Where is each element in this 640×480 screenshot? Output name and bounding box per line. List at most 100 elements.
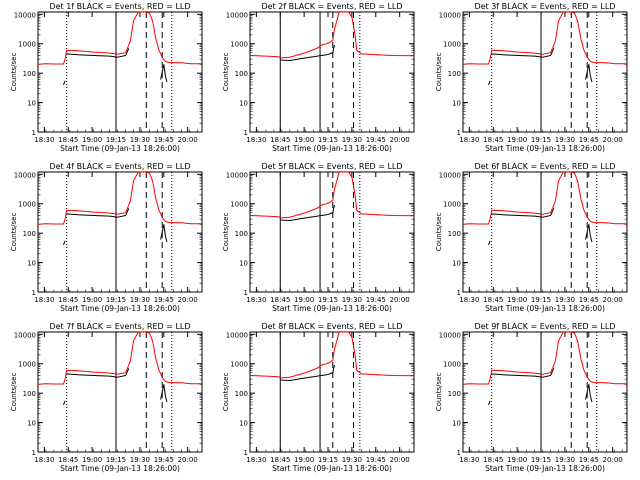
x-axis-label: Start Time (09-Jan-13 18:26:00) <box>272 144 392 153</box>
x-tick-label: 18:45 <box>58 456 78 464</box>
plot-frame <box>249 331 415 453</box>
x-tick-label: 19:30 <box>555 296 575 304</box>
x-tick-label: 19:45 <box>154 296 174 304</box>
detector-panel: Det 3f BLACK = Events, RED = LLD 1 10 100 10… <box>435 2 628 153</box>
events-series-line <box>280 204 335 222</box>
lld-series-line <box>250 332 414 379</box>
x-tick-label: 18:45 <box>483 456 503 464</box>
lld-series-line <box>463 12 627 65</box>
x-tick-label: 19:45 <box>366 136 386 144</box>
events-series-line <box>491 208 555 218</box>
x-tick-label: 19:15 <box>318 456 338 464</box>
x-tick-label: 20:00 <box>178 136 198 144</box>
x-tick-label: 19:15 <box>318 296 338 304</box>
events-series-line <box>160 384 168 403</box>
x-tick-label: 19:00 <box>294 136 314 144</box>
plot-frame <box>37 171 203 293</box>
events-series-line <box>585 64 593 83</box>
x-axis-label: Start Time (09-Jan-13 18:26:00) <box>485 304 605 313</box>
events-series-line <box>160 224 168 243</box>
y-tick-label: 1 <box>457 449 461 457</box>
y-tick-label: 10000 <box>14 11 36 19</box>
y-tick-label: 1000 <box>18 201 36 209</box>
x-tick-label: 19:45 <box>366 456 386 464</box>
y-tick-label: 100 <box>23 230 36 238</box>
lld-series-line <box>463 172 627 225</box>
x-tick-label: 18:45 <box>58 296 78 304</box>
x-tick-label: 19:15 <box>318 136 338 144</box>
x-tick-label: 19:15 <box>531 456 551 464</box>
events-series-line <box>66 208 130 218</box>
y-tick-label: 10000 <box>14 331 36 339</box>
x-axis-label: Start Time (09-Jan-13 18:26:00) <box>485 464 605 473</box>
y-tick-label: 10 <box>239 260 248 268</box>
y-tick-label: 10 <box>452 260 461 268</box>
x-tick-label: 19:30 <box>342 456 362 464</box>
panel-title: Det 1f BLACK = Events, RED = LLD <box>49 2 190 11</box>
events-series-line <box>280 44 335 62</box>
y-tick-label: 1 <box>457 289 461 297</box>
detector-panel: Det 9f BLACK = Events, RED = LLD 1 10 100 10… <box>435 322 628 473</box>
events-series-line <box>160 64 168 83</box>
x-axis-label: Start Time (09-Jan-13 18:26:00) <box>272 464 392 473</box>
y-tick-label: 1 <box>32 129 36 137</box>
y-axis-label: Counts/sec <box>435 53 443 92</box>
y-tick-label: 10000 <box>226 11 248 19</box>
detector-panel: Det 2f BLACK = Events, RED = LLD 1 10 100 10… <box>222 2 415 153</box>
y-axis-label: Counts/sec <box>222 53 230 92</box>
y-tick-label: 100 <box>23 70 36 78</box>
events-series-line <box>63 240 66 246</box>
y-tick-label: 10 <box>27 100 36 108</box>
events-series-line <box>66 368 130 378</box>
y-tick-label: 10 <box>452 420 461 428</box>
x-tick-label: 20:00 <box>390 456 410 464</box>
x-tick-label: 19:15 <box>531 296 551 304</box>
x-axis-label: Start Time (09-Jan-13 18:26:00) <box>60 304 180 313</box>
y-tick-label: 100 <box>448 230 461 238</box>
plot-frame <box>249 11 415 133</box>
lld-series-line <box>38 172 202 225</box>
y-tick-label: 100 <box>448 390 461 398</box>
plot-frame <box>462 11 628 133</box>
y-axis-label: Counts/sec <box>10 373 18 412</box>
events-series-line <box>585 224 593 243</box>
x-tick-label: 18:30 <box>459 136 479 144</box>
x-tick-label: 19:15 <box>531 136 551 144</box>
x-tick-label: 20:00 <box>603 296 623 304</box>
panel-title: Det 7f BLACK = Events, RED = LLD <box>49 322 190 331</box>
detector-panel: Det 4f BLACK = Events, RED = LLD 1 10 100 10… <box>10 162 203 313</box>
x-tick-label: 18:30 <box>246 456 266 464</box>
y-tick-label: 10 <box>239 100 248 108</box>
y-tick-label: 1000 <box>443 201 461 209</box>
x-tick-label: 18:30 <box>34 456 54 464</box>
x-tick-label: 18:30 <box>246 136 266 144</box>
events-series-line <box>491 368 555 378</box>
detector-panel: Det 5f BLACK = Events, RED = LLD 1 10 100 10… <box>222 162 415 313</box>
x-tick-label: 19:30 <box>130 136 150 144</box>
y-tick-label: 10000 <box>14 171 36 179</box>
y-axis-label: Counts/sec <box>435 373 443 412</box>
y-tick-label: 1 <box>32 289 36 297</box>
x-tick-label: 19:00 <box>82 136 102 144</box>
x-tick-label: 19:30 <box>555 136 575 144</box>
detector-panel: Det 6f BLACK = Events, RED = LLD 1 10 100 10… <box>435 162 628 313</box>
y-tick-label: 1000 <box>18 361 36 369</box>
y-tick-label: 10000 <box>226 331 248 339</box>
x-tick-label: 18:30 <box>246 296 266 304</box>
plot-frame <box>462 331 628 453</box>
y-axis-label: Counts/sec <box>10 53 18 92</box>
events-series-line <box>488 240 491 246</box>
y-tick-label: 1000 <box>443 361 461 369</box>
x-tick-label: 20:00 <box>390 136 410 144</box>
panel-title: Det 2f BLACK = Events, RED = LLD <box>261 2 402 11</box>
y-tick-label: 10 <box>239 420 248 428</box>
y-tick-label: 1 <box>244 449 248 457</box>
y-tick-label: 100 <box>235 390 248 398</box>
panel-title: Det 3f BLACK = Events, RED = LLD <box>474 2 615 11</box>
x-tick-label: 19:15 <box>106 136 126 144</box>
x-tick-label: 19:45 <box>154 456 174 464</box>
x-tick-label: 19:15 <box>106 456 126 464</box>
y-tick-label: 10000 <box>439 171 461 179</box>
x-tick-label: 20:00 <box>603 456 623 464</box>
